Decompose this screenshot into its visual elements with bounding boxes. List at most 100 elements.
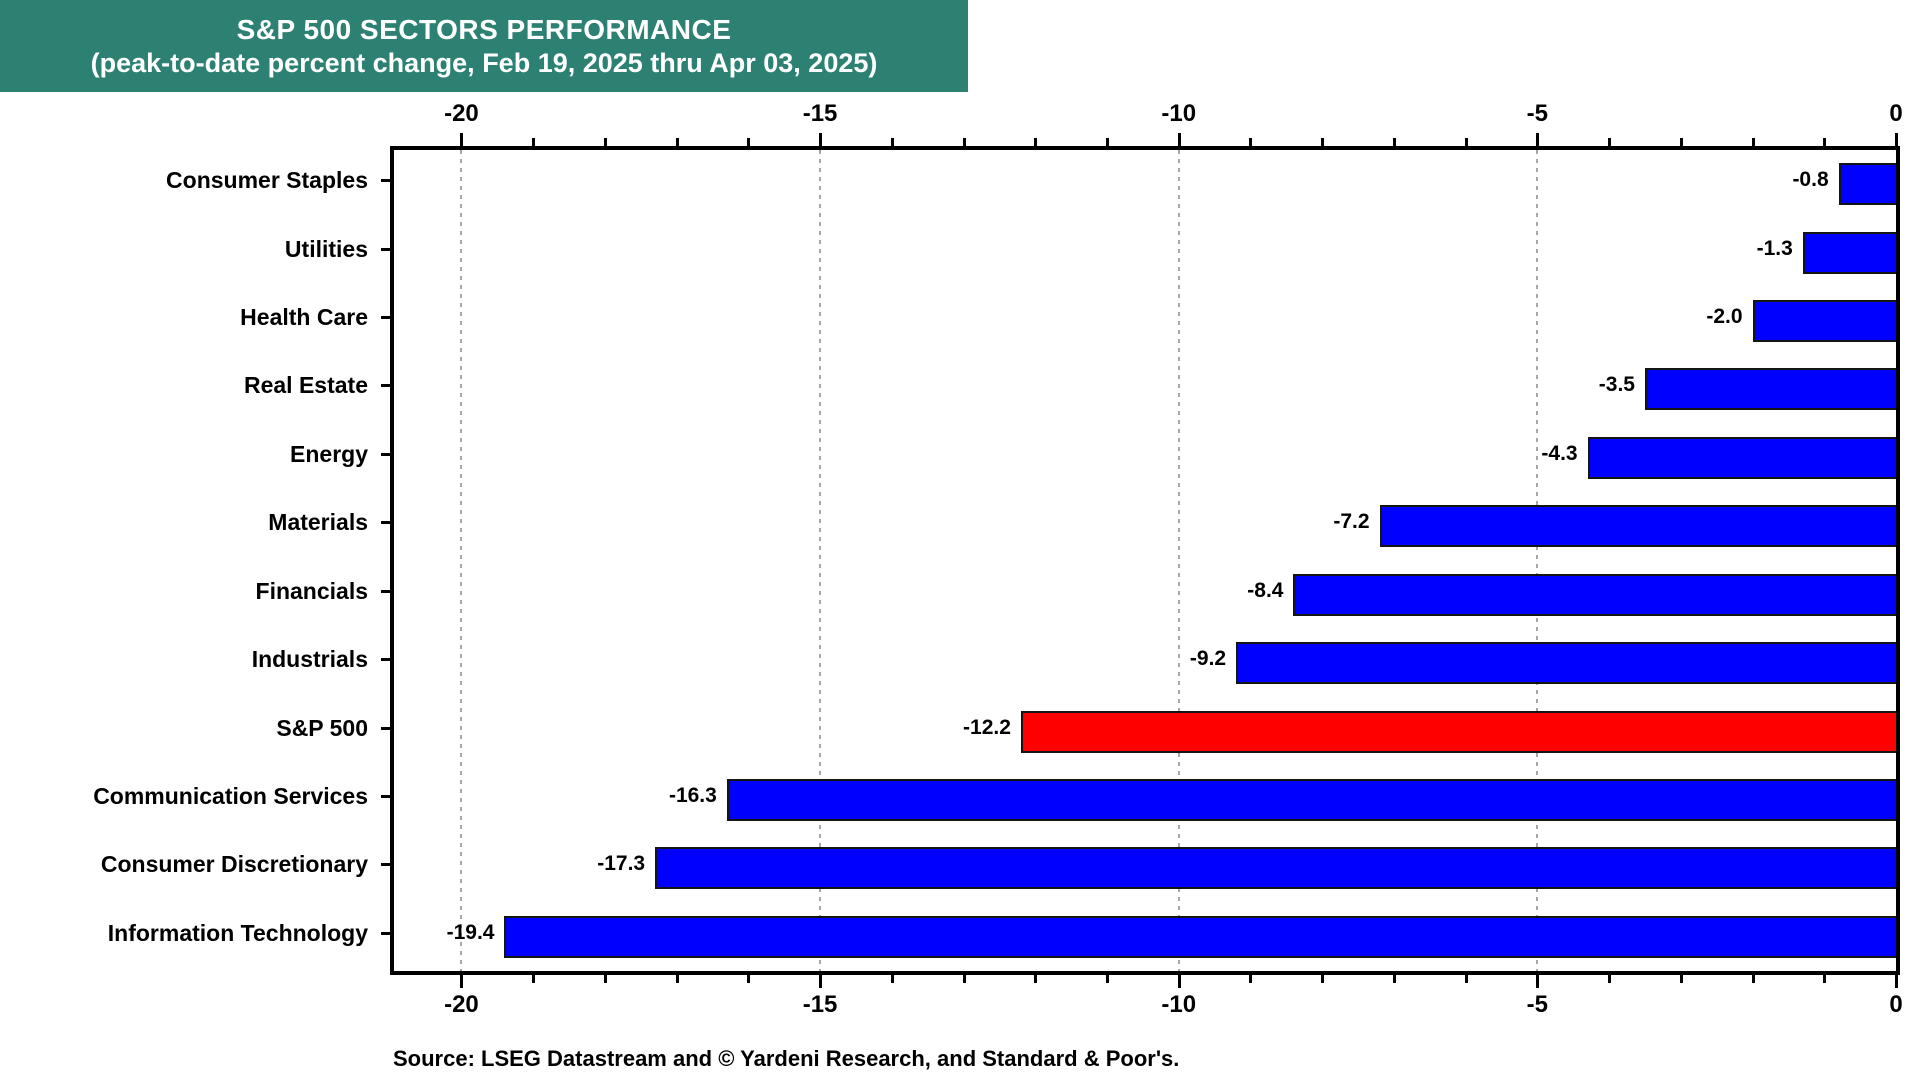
- y-axis-tick: [381, 589, 390, 593]
- x-axis-tick-bottom: [1105, 975, 1109, 983]
- y-axis-tick: [381, 726, 390, 730]
- y-axis-tick: [381, 863, 390, 867]
- category-label: Energy: [290, 440, 368, 467]
- x-axis-label-bottom: -15: [802, 991, 838, 1018]
- x-axis-label-top: -20: [444, 100, 479, 127]
- x-axis-tick-bottom: [1608, 975, 1612, 983]
- x-axis-tick-bottom: [1321, 975, 1325, 983]
- x-axis-tick-top: [603, 138, 607, 146]
- y-axis-tick: [381, 521, 390, 525]
- x-axis-tick-top: [1321, 138, 1325, 146]
- x-axis-tick-top: [1392, 138, 1396, 146]
- y-axis-tick: [381, 179, 390, 183]
- value-label: -17.3: [597, 852, 646, 876]
- value-label: -0.8: [1792, 168, 1829, 192]
- x-axis-tick-bottom: [1679, 975, 1683, 983]
- y-axis-tick: [381, 931, 390, 935]
- x-axis-tick-bottom: [1177, 975, 1181, 988]
- category-label: Industrials: [251, 646, 368, 673]
- x-axis-label-bottom: -20: [444, 991, 479, 1018]
- value-label: -2.0: [1706, 305, 1743, 329]
- x-axis-tick-top: [1536, 133, 1540, 146]
- bar: [1838, 163, 1896, 206]
- x-axis-tick-bottom: [890, 975, 894, 983]
- x-axis-tick-bottom: [747, 975, 751, 983]
- x-axis-tick-bottom: [675, 975, 679, 983]
- bar: [1802, 231, 1896, 274]
- y-axis-tick: [381, 452, 390, 456]
- x-axis-label-bottom: -10: [1161, 991, 1197, 1018]
- gridline: [1177, 150, 1180, 971]
- bar: [1587, 436, 1896, 479]
- gridline: [460, 150, 463, 971]
- bar: [655, 847, 1896, 890]
- value-label: -1.3: [1756, 236, 1793, 260]
- x-axis-label-top: -15: [802, 100, 838, 127]
- chart-subtitle: (peak-to-date percent change, Feb 19, 20…: [90, 47, 878, 78]
- chart-title: S&P 500 SECTORS PERFORMANCE: [236, 13, 732, 45]
- x-axis-tick-top: [1177, 133, 1181, 146]
- x-axis-tick-top: [675, 138, 679, 146]
- x-axis-tick-bottom: [532, 975, 536, 983]
- x-axis-tick-top: [1464, 138, 1468, 146]
- x-axis-tick-top: [890, 138, 894, 146]
- value-label: -16.3: [668, 783, 717, 807]
- x-axis-tick-top: [1751, 138, 1755, 146]
- x-axis-tick-bottom: [1464, 975, 1468, 983]
- category-label: Materials: [268, 509, 368, 536]
- x-axis-tick-bottom: [1895, 975, 1898, 988]
- y-axis-tick: [381, 316, 390, 320]
- chart-title-box: S&P 500 SECTORS PERFORMANCE (peak-to-dat…: [0, 0, 968, 92]
- category-label: Consumer Discretionary: [100, 851, 368, 878]
- category-label: S&P 500: [276, 714, 368, 741]
- gridline: [1536, 150, 1539, 971]
- x-axis-tick-bottom: [1751, 975, 1755, 983]
- x-axis-tick-bottom: [603, 975, 607, 983]
- x-axis-tick-bottom: [962, 975, 966, 983]
- x-axis-tick-top: [532, 138, 536, 146]
- value-label: -8.4: [1247, 578, 1284, 602]
- x-axis-tick-top: [962, 138, 966, 146]
- x-axis-tick-top: [1249, 138, 1253, 146]
- value-label: -4.3: [1541, 441, 1578, 465]
- bar: [726, 778, 1896, 821]
- bar: [1752, 300, 1896, 343]
- gridline: [819, 150, 822, 971]
- x-axis-tick-top: [1034, 138, 1038, 146]
- category-label: Real Estate: [243, 372, 368, 399]
- category-label: Utilities: [284, 235, 368, 262]
- x-axis-tick-bottom: [1823, 975, 1827, 983]
- x-axis-tick-top: [1895, 133, 1898, 146]
- x-axis-tick-bottom: [1249, 975, 1253, 983]
- bar: [1236, 642, 1896, 685]
- x-axis-tick-top: [1823, 138, 1827, 146]
- category-label: Financials: [255, 577, 368, 604]
- x-axis-label-bottom: 0: [1889, 991, 1903, 1018]
- bar: [1293, 573, 1896, 616]
- category-label: Health Care: [240, 304, 368, 331]
- value-label: -3.5: [1598, 373, 1635, 397]
- category-label: Information Technology: [107, 919, 368, 946]
- y-axis-tick: [381, 658, 390, 662]
- x-axis-label-top: -5: [1526, 100, 1549, 127]
- bar: [1379, 505, 1896, 548]
- x-axis-tick-top: [1608, 138, 1612, 146]
- y-axis-tick: [381, 384, 390, 388]
- source-note: Source: LSEG Datastream and © Yardeni Re…: [393, 1046, 1180, 1071]
- value-label: -9.2: [1189, 647, 1227, 671]
- bar: [1644, 368, 1896, 411]
- x-axis-tick-bottom: [1536, 975, 1540, 988]
- x-axis-tick-bottom: [460, 975, 464, 988]
- plot-area: [390, 146, 1900, 975]
- x-axis-label-top: 0: [1889, 100, 1903, 127]
- x-axis-tick-top: [747, 138, 751, 146]
- category-label: Communication Services: [93, 782, 368, 809]
- bar-sp500-highlight: [1020, 710, 1896, 753]
- bar: [504, 915, 1896, 958]
- x-axis-tick-top: [1679, 138, 1683, 146]
- x-axis-label-bottom: -5: [1526, 991, 1549, 1018]
- x-axis-tick-top: [819, 133, 823, 146]
- value-label: -7.2: [1333, 510, 1370, 534]
- x-axis-label-top: -10: [1161, 100, 1197, 127]
